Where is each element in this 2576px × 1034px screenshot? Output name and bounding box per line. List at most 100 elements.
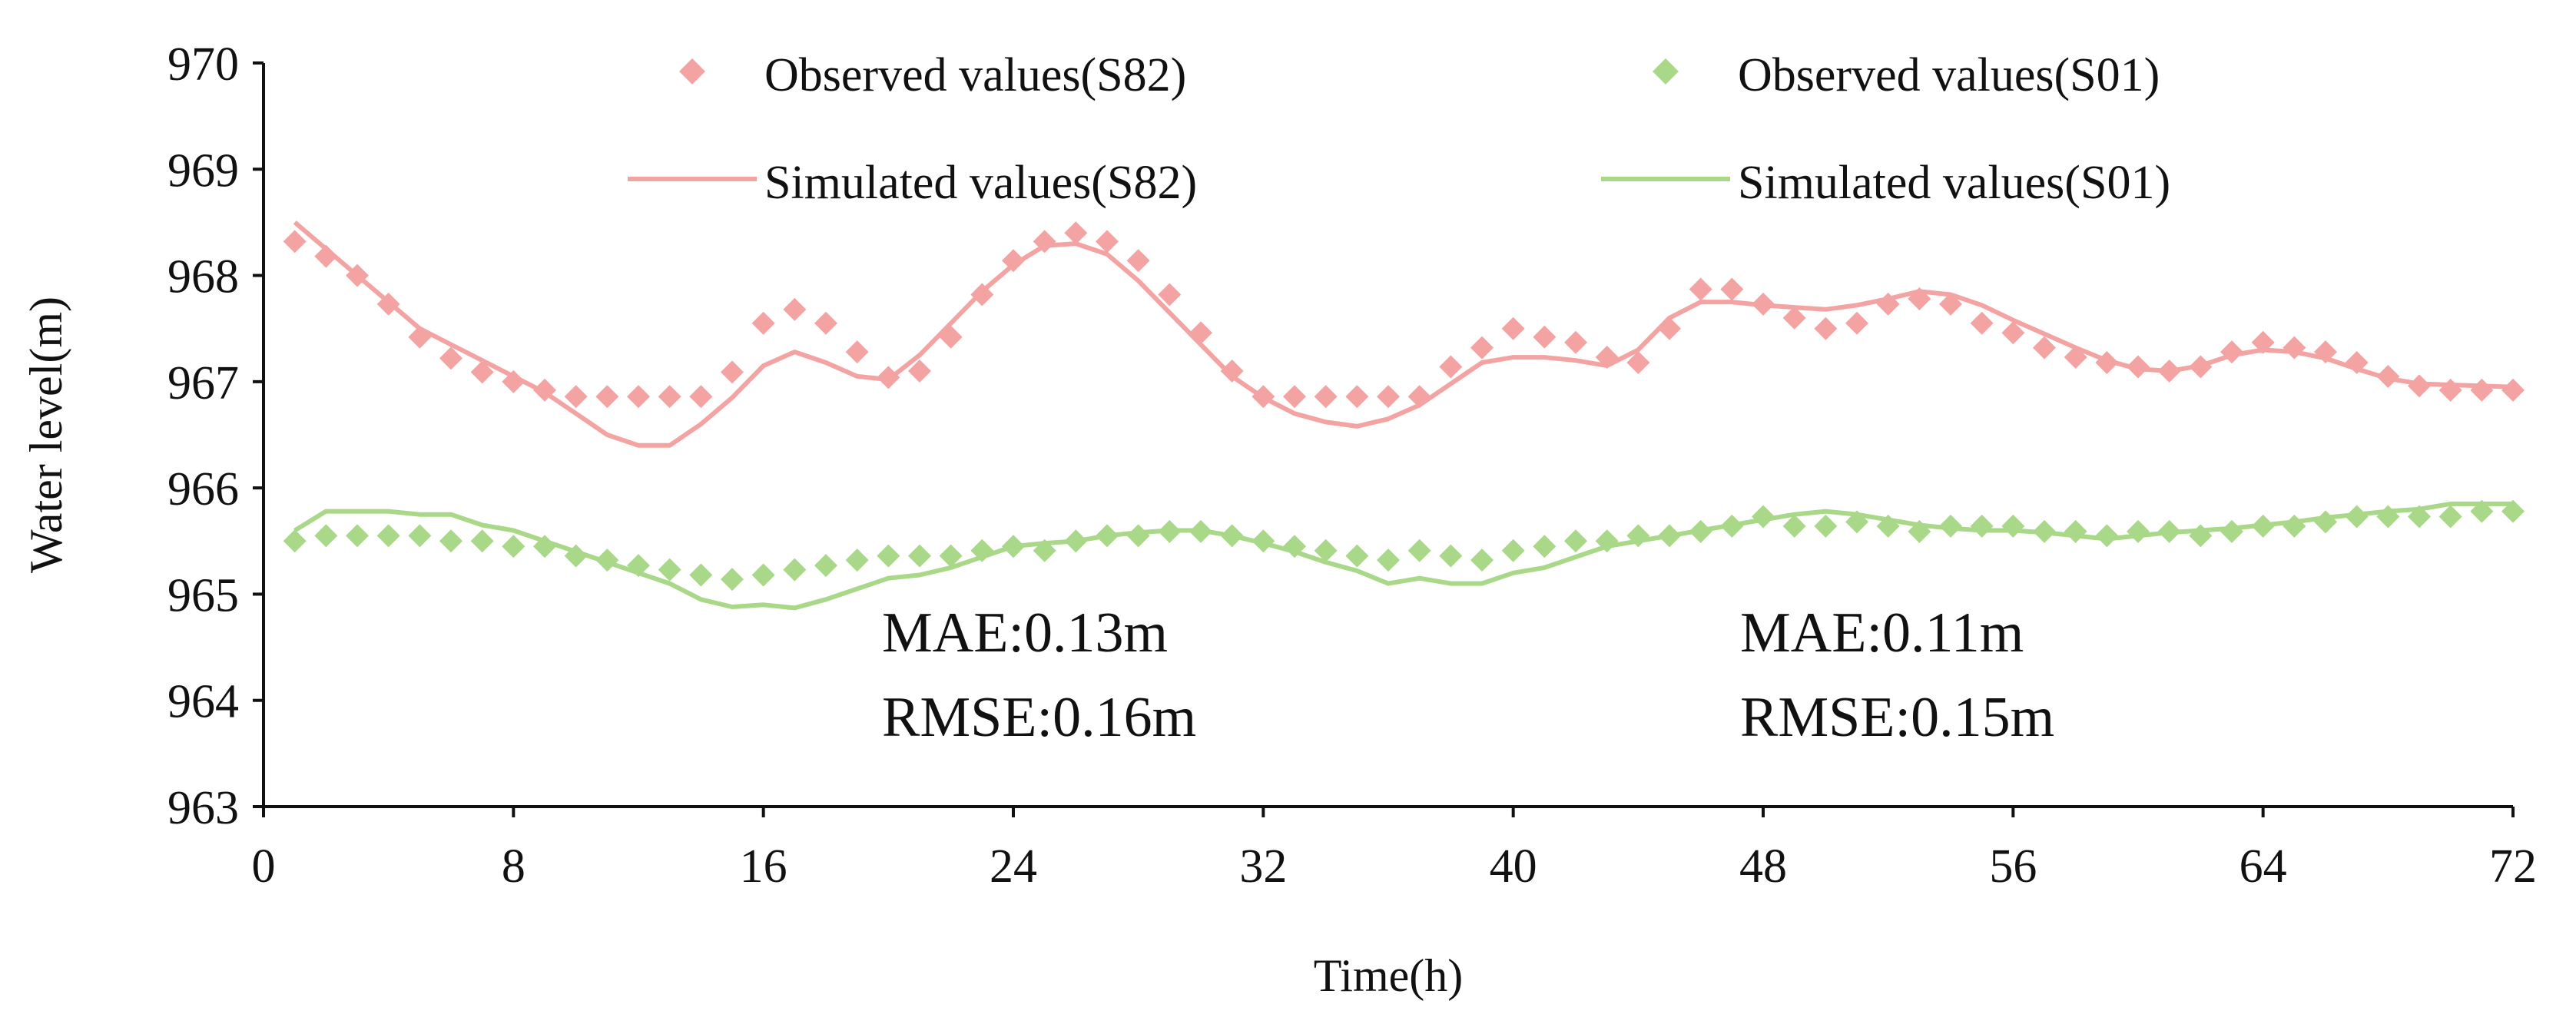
y-tick-label-963: 963 [167, 782, 239, 834]
point-observed-values-s82-1 [283, 230, 307, 254]
legend-label-simulated-s82: Simulated values(S82) [764, 157, 1197, 209]
point-observed-values-s82-31 [1220, 360, 1244, 383]
legend-label-observed-s01: Observed values(S01) [1738, 49, 2160, 101]
point-observed-values-s82-39 [1470, 336, 1494, 360]
line-simulated-values-s01 [293, 501, 2513, 611]
x-ticks: 0 8 16 24 32 40 48 56 64 72 [252, 807, 2537, 893]
legend-item-simulated-s01: Simulated values(S01) [1601, 157, 2170, 209]
point-observed-values-s82-27 [1096, 230, 1119, 254]
point-observed-values-s01-55 [1970, 514, 1994, 538]
y-tick-label-964: 964 [167, 676, 239, 728]
point-observed-values-s82-12 [627, 385, 650, 409]
point-observed-values-s82-17 [783, 297, 807, 321]
point-observed-values-s82-47 [1720, 277, 1744, 301]
point-observed-values-s82-13 [658, 385, 681, 409]
y-tick-label-968: 968 [167, 251, 239, 303]
point-observed-values-s82-71 [2470, 378, 2494, 402]
point-observed-values-s01-49 [1782, 514, 1806, 538]
point-observed-values-s82-15 [721, 360, 744, 384]
point-observed-values-s01-35 [1345, 544, 1369, 568]
point-observed-values-s82-18 [814, 311, 837, 335]
point-observed-values-s01-58 [2064, 519, 2087, 543]
line-simulated-values-s82 [293, 220, 2514, 448]
point-observed-values-s01-39 [1470, 548, 1494, 572]
point-observed-values-s82-29 [1158, 283, 1182, 307]
legend-marker-observed-s82 [679, 58, 705, 85]
point-observed-values-s01-19 [845, 548, 869, 572]
point-observed-values-s01-37 [1407, 539, 1431, 562]
point-observed-values-s01-7 [470, 529, 494, 553]
x-tick-label-8: 8 [502, 840, 525, 893]
legend-item-simulated-s82: Simulated values(S82) [628, 157, 1197, 209]
x-tick-label-72: 72 [2489, 840, 2537, 893]
y-tick-label-966: 966 [167, 463, 239, 515]
point-observed-values-s82-6 [439, 346, 462, 370]
point-observed-values-s82-14 [689, 385, 713, 409]
x-tick-label-24: 24 [990, 840, 1037, 893]
point-observed-values-s01-66 [2314, 510, 2337, 534]
x-tick-label-32: 32 [1239, 840, 1287, 893]
point-observed-values-s01-4 [376, 524, 400, 548]
metrics-annotations: MAE:0.13m RMSE:0.16m MAE:0.11m RMSE:0.15… [882, 602, 2054, 749]
point-observed-values-s01-34 [1314, 539, 1338, 562]
point-observed-values-s82-42 [1564, 330, 1587, 354]
point-observed-values-s82-57 [2033, 336, 2056, 360]
annotation-s82-mae: MAE:0.13m [882, 602, 1168, 664]
x-axis-label: Time(h) [1314, 950, 1463, 1001]
point-observed-values-s01-13 [658, 558, 681, 582]
point-observed-values-s01-21 [908, 544, 931, 568]
point-observed-values-s82-50 [1814, 316, 1838, 340]
point-observed-values-s01-6 [439, 529, 462, 553]
point-observed-values-s82-10 [564, 385, 588, 409]
legend: Observed values(S82) Observed values(S01… [628, 49, 2170, 209]
point-observed-values-s82-56 [2001, 321, 2025, 345]
point-observed-values-s01-50 [1814, 514, 1838, 538]
axes [262, 63, 2513, 808]
y-axis-label: Water level(m) [21, 297, 71, 573]
point-observed-values-s01-38 [1439, 544, 1463, 568]
x-tick-label-48: 48 [1739, 840, 1787, 893]
point-observed-values-s82-44 [1626, 350, 1650, 374]
annotation-s82-rmse: RMSE:0.16m [882, 686, 1196, 749]
point-observed-values-s82-41 [1533, 325, 1557, 349]
legend-item-observed-s82: Observed values(S82) [679, 49, 1186, 101]
legend-marker-observed-s01 [1653, 58, 1679, 85]
legend-item-observed-s01: Observed values(S01) [1653, 49, 2160, 101]
series-layer [283, 220, 2525, 611]
point-observed-values-s82-46 [1689, 277, 1712, 301]
y-tick-label-967: 967 [167, 357, 239, 409]
point-observed-values-s82-30 [1189, 321, 1212, 345]
point-observed-values-s01-56 [2001, 514, 2025, 538]
point-observed-values-s82-36 [1377, 385, 1400, 409]
point-observed-values-s01-36 [1377, 548, 1400, 572]
point-observed-values-s01-1 [283, 529, 307, 553]
point-observed-values-s01-42 [1564, 529, 1587, 553]
point-observed-values-s01-59 [2095, 524, 2119, 548]
x-tick-label-56: 56 [1989, 840, 2037, 893]
y-tick-label-969: 969 [167, 144, 239, 197]
annotation-s01-rmse: RMSE:0.15m [1740, 686, 2054, 749]
point-observed-values-s01-2 [314, 524, 338, 548]
point-observed-values-s82-24 [1002, 249, 1025, 273]
point-observed-values-s01-3 [346, 524, 369, 548]
point-observed-values-s82-70 [2438, 378, 2462, 402]
y-ticks: 963 964 965 966 967 968 969 970 [167, 38, 264, 834]
point-observed-values-s01-16 [751, 563, 775, 587]
point-observed-values-s82-28 [1126, 249, 1150, 273]
point-observed-values-s01-60 [2127, 519, 2150, 543]
point-observed-values-s82-49 [1782, 306, 1806, 330]
point-observed-values-s82-55 [1970, 311, 1994, 335]
series-observed-values-s01 [283, 499, 2525, 592]
x-tick-label-0: 0 [252, 840, 276, 893]
point-observed-values-s82-40 [1501, 316, 1525, 340]
point-observed-values-s82-26 [1064, 221, 1088, 245]
point-observed-values-s01-17 [783, 558, 807, 582]
point-observed-values-s82-34 [1314, 385, 1338, 409]
point-observed-values-s01-63 [2220, 519, 2243, 543]
series-observed-values-s82 [283, 221, 2525, 409]
point-observed-values-s82-2 [314, 244, 338, 268]
point-observed-values-s01-41 [1533, 535, 1557, 558]
point-observed-values-s01-22 [939, 544, 963, 568]
point-observed-values-s01-15 [721, 568, 744, 592]
